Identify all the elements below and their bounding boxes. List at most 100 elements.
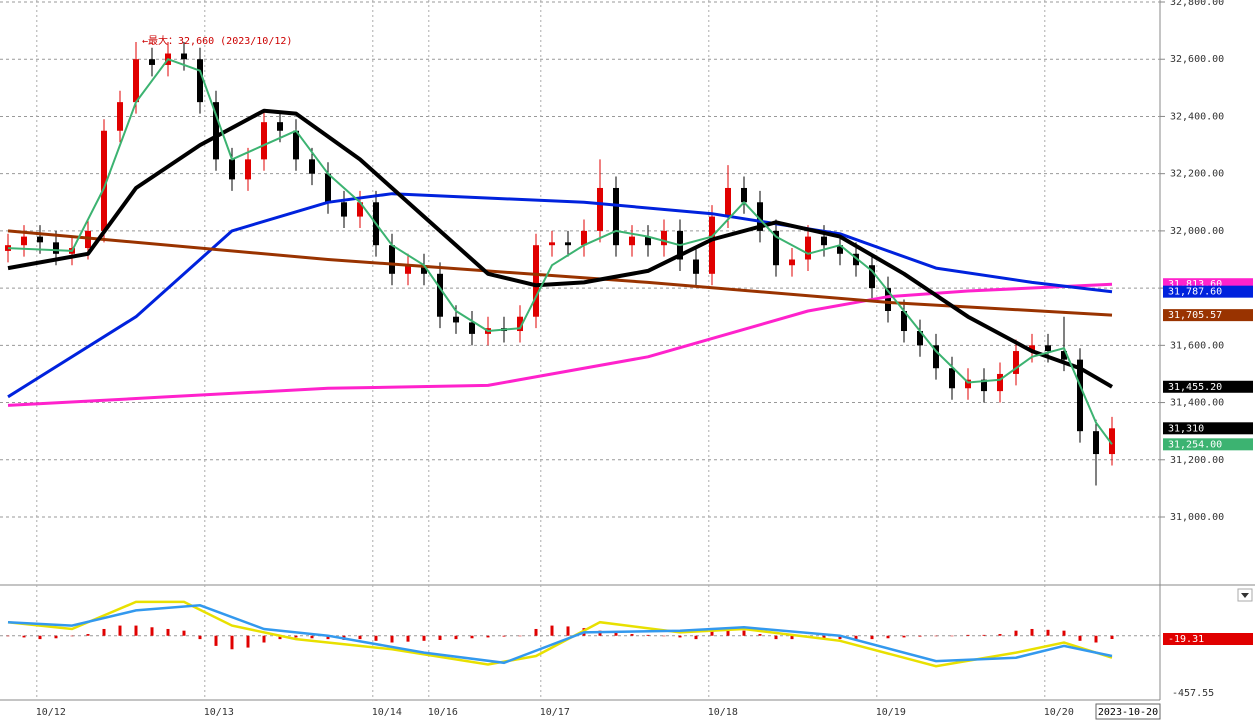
macd-bar [726,628,730,636]
macd-bar [22,635,26,638]
macd-bar [374,635,378,641]
macd-bar [150,627,154,636]
macd-bottom-label: -457.55 [1172,688,1214,699]
macd-bar [1094,635,1098,643]
macd-bar [790,635,794,640]
macd-bar [246,635,250,648]
candle-body [309,159,315,174]
macd-bar [694,635,698,640]
macd-line [7,600,1113,668]
macd-label: -19.31 [1168,634,1204,645]
x-tick-label: 10/12 [36,707,66,718]
macd-bar [550,625,554,636]
candle-body [453,316,459,323]
macd-bar [198,635,202,640]
macd-bar [38,635,42,640]
price-label-box [1163,380,1253,393]
macd-bar [838,635,842,640]
candle-body [805,236,811,260]
candle-body [613,187,619,246]
macd-bar [566,626,570,636]
candle-body [389,245,395,274]
candle-body [645,236,651,246]
macd-bar [486,635,490,638]
moving-average [7,229,1113,317]
price-label: 31,254.00 [1168,439,1222,450]
candle-body [741,187,747,203]
candle-body [117,102,123,131]
candle-body [533,245,539,317]
candle-body [789,259,795,266]
candle-body [853,253,859,266]
candle-body [773,230,779,266]
x-tick-label: 10/16 [428,707,458,718]
candle-body [1061,351,1067,360]
macd-bar [918,635,922,637]
macd-bar [518,635,522,637]
candle-body [997,373,1003,392]
candle-body [629,236,635,246]
y-tick-label: 32,000.00 [1170,226,1224,237]
candle-body [1013,351,1019,374]
macd-bar [454,635,458,640]
macd-bar [214,635,218,646]
macd-bar [774,635,778,640]
candle-body [901,311,907,332]
macd-bar [854,635,858,640]
candle-body [885,288,891,311]
candle-body [261,122,267,160]
macd-label-box [1163,633,1253,646]
macd-bar [502,635,506,637]
candle-body [549,242,555,246]
max-annotation: ←最大：32,660 (2023/10/12) [142,34,292,47]
macd-bar [406,635,410,642]
macd-bar [470,635,474,639]
y-tick-label: 31,600.00 [1170,340,1224,351]
macd-bar [310,635,314,639]
macd-bar [902,635,906,638]
x-tick-label: 10/17 [540,707,570,718]
macd-bar [534,628,538,636]
candle-body [709,216,715,274]
macd-bar [390,635,394,643]
candle-body [917,331,923,346]
candle-body [405,265,411,274]
candle-body [421,265,427,274]
macd-bar [422,635,426,641]
macd-bar [294,635,298,638]
candle-body [133,59,139,103]
candle-body [213,102,219,160]
y-tick-label: 31,400.00 [1170,398,1224,409]
candle-body [869,265,875,289]
macd-bar [870,635,874,640]
moving-average [7,192,1113,399]
y-tick-label: 31,000.00 [1170,512,1224,523]
macd-bar [950,635,954,637]
last-date: 2023-10-20 [1098,707,1158,718]
macd-bar [758,634,762,636]
candle-body [597,187,603,231]
macd-bar [166,628,170,636]
candle-body [1045,345,1051,352]
macd-bar [678,635,682,638]
macd-bar [278,635,282,640]
macd-bar [438,635,442,640]
macd-bar [86,634,90,636]
x-tick-label: 10/13 [204,707,234,718]
macd-bar [886,635,890,639]
candle-body [21,236,27,246]
price-label: 31,455.20 [1168,382,1222,393]
y-tick-label: 31,200.00 [1170,455,1224,466]
candle-body [757,202,763,231]
moving-average [7,108,1114,389]
macd-bar [710,630,714,636]
y-tick-label: 32,800.00 [1170,0,1224,8]
candle-body [341,202,347,217]
candle-body [181,53,187,60]
price-label: 31,813.60 [1168,279,1222,290]
macd-bar [358,635,362,640]
candle-body [245,159,251,180]
candle-body [1109,428,1115,455]
candle-body [5,245,11,251]
macd-bar [982,634,986,636]
